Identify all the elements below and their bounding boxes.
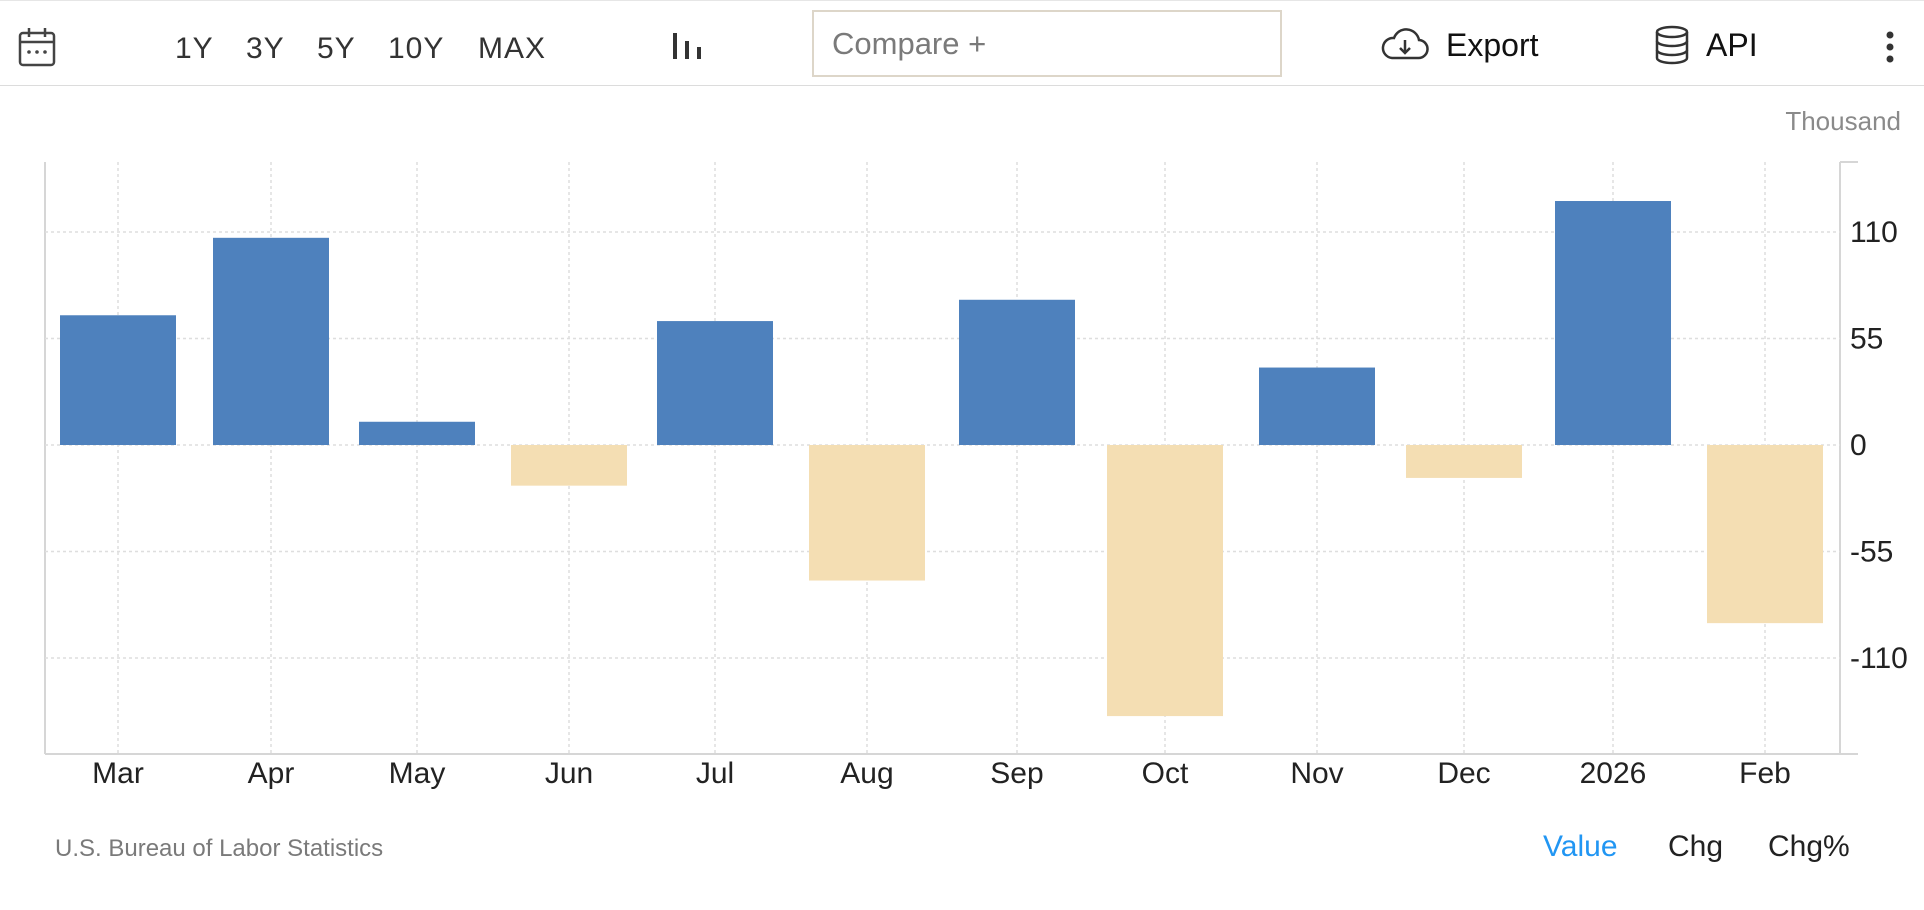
source-label: U.S. Bureau of Labor Statistics bbox=[55, 835, 384, 862]
api-label: API bbox=[1706, 26, 1758, 63]
bar bbox=[1555, 201, 1671, 445]
x-tick-label: Oct bbox=[1142, 757, 1189, 790]
x-tick-label: Feb bbox=[1739, 757, 1791, 790]
bar bbox=[809, 445, 925, 581]
bar bbox=[1107, 445, 1223, 717]
range-3y[interactable]: 3Y bbox=[246, 32, 285, 65]
bar bbox=[959, 299, 1075, 445]
range-10y[interactable]: 10Y bbox=[388, 32, 445, 65]
y-tick-label: -55 bbox=[1850, 536, 1893, 569]
x-tick-label: Nov bbox=[1290, 757, 1343, 790]
mode-chg[interactable]: Chg bbox=[1668, 830, 1724, 863]
y-tick-label: 0 bbox=[1850, 429, 1867, 462]
bar bbox=[1707, 445, 1823, 624]
range-max[interactable]: MAX bbox=[478, 32, 547, 65]
bar bbox=[359, 421, 475, 445]
api-button[interactable]: API bbox=[1654, 23, 1758, 67]
x-tick-label: 2026 bbox=[1580, 757, 1647, 790]
x-tick-label: Jun bbox=[545, 757, 593, 790]
bar bbox=[1259, 367, 1375, 445]
unit-label: Thousand bbox=[1785, 106, 1901, 136]
calendar-icon[interactable] bbox=[18, 27, 56, 67]
more-vertical-icon[interactable] bbox=[1878, 27, 1902, 67]
range-1y[interactable]: 1Y bbox=[175, 32, 214, 65]
y-tick-label: 110 bbox=[1850, 216, 1898, 249]
bar bbox=[213, 237, 329, 445]
x-tick-label: Sep bbox=[990, 757, 1043, 790]
export-button[interactable]: Export bbox=[1380, 23, 1538, 67]
mode-value[interactable]: Value bbox=[1543, 830, 1618, 863]
x-tick-label: May bbox=[389, 757, 446, 790]
toolbar: 1Y 3Y 5Y 10Y MAX Export API bbox=[0, 0, 1924, 86]
bar bbox=[60, 315, 176, 445]
mode-chg-percent[interactable]: Chg% bbox=[1768, 830, 1850, 863]
y-tick-label: 55 bbox=[1850, 323, 1883, 356]
x-tick-label: Jul bbox=[696, 757, 734, 790]
bar-chart: 110 55 0 -55 -110 Mar Apr May Jun Jul Aug Sep Oct Nov… bbox=[44, 161, 1908, 790]
y-tick-label: -110 bbox=[1850, 642, 1908, 675]
range-5y[interactable]: 5Y bbox=[317, 32, 356, 65]
x-tick-label: Mar bbox=[92, 757, 144, 790]
x-tick-label: Aug bbox=[840, 757, 893, 790]
bar bbox=[657, 321, 773, 445]
bar bbox=[511, 445, 627, 486]
compare-input[interactable] bbox=[812, 10, 1282, 77]
database-icon bbox=[1655, 25, 1689, 65]
x-tick-label: Apr bbox=[248, 757, 295, 790]
x-tick-label: Dec bbox=[1437, 757, 1490, 790]
cloud-download-icon bbox=[1381, 28, 1429, 60]
bar bbox=[1406, 445, 1522, 478]
bar-chart-icon[interactable] bbox=[670, 29, 704, 61]
export-label: Export bbox=[1446, 26, 1539, 63]
